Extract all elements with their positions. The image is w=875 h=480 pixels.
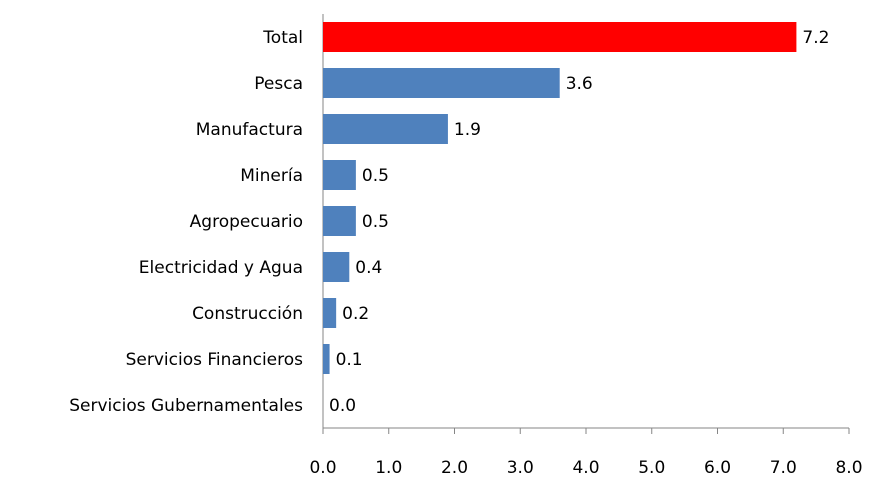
value-label: 0.2 [342, 304, 369, 324]
y-tick-label: Servicios Financieros [126, 350, 304, 370]
value-label: 7.2 [802, 28, 829, 48]
y-tick-label: Servicios Gubernamentales [69, 396, 303, 416]
y-tick-label: Manufactura [196, 120, 303, 140]
bar [323, 252, 350, 282]
bar [323, 160, 356, 190]
value-label: 0.0 [329, 396, 356, 416]
bar [323, 68, 560, 98]
x-tick-label: 0.0 [309, 458, 336, 478]
y-tick-label: Minería [240, 166, 303, 186]
x-tick-label: 2.0 [441, 458, 468, 478]
value-label: 0.1 [336, 350, 363, 370]
value-label: 0.5 [362, 166, 389, 186]
x-tick-label: 5.0 [638, 458, 665, 478]
y-tick-label: Pesca [254, 74, 303, 94]
value-label: 0.4 [355, 258, 382, 278]
value-label: 3.6 [566, 74, 593, 94]
bar [323, 344, 330, 374]
x-tick-label: 4.0 [572, 458, 599, 478]
value-label: 0.5 [362, 212, 389, 232]
bar [323, 22, 797, 52]
bar [323, 114, 448, 144]
x-tick-label: 8.0 [835, 458, 862, 478]
x-tick-label: 7.0 [770, 458, 797, 478]
y-tick-label: Agropecuario [190, 212, 303, 232]
x-tick-label: 6.0 [704, 458, 731, 478]
bar [323, 206, 356, 236]
x-tick-label: 3.0 [507, 458, 534, 478]
value-label: 1.9 [454, 120, 481, 140]
y-tick-label: Total [262, 28, 303, 48]
y-tick-label: Electricidad y Agua [139, 258, 303, 278]
bar [323, 298, 337, 328]
y-tick-label: Construcción [192, 304, 303, 324]
x-tick-label: 1.0 [375, 458, 402, 478]
